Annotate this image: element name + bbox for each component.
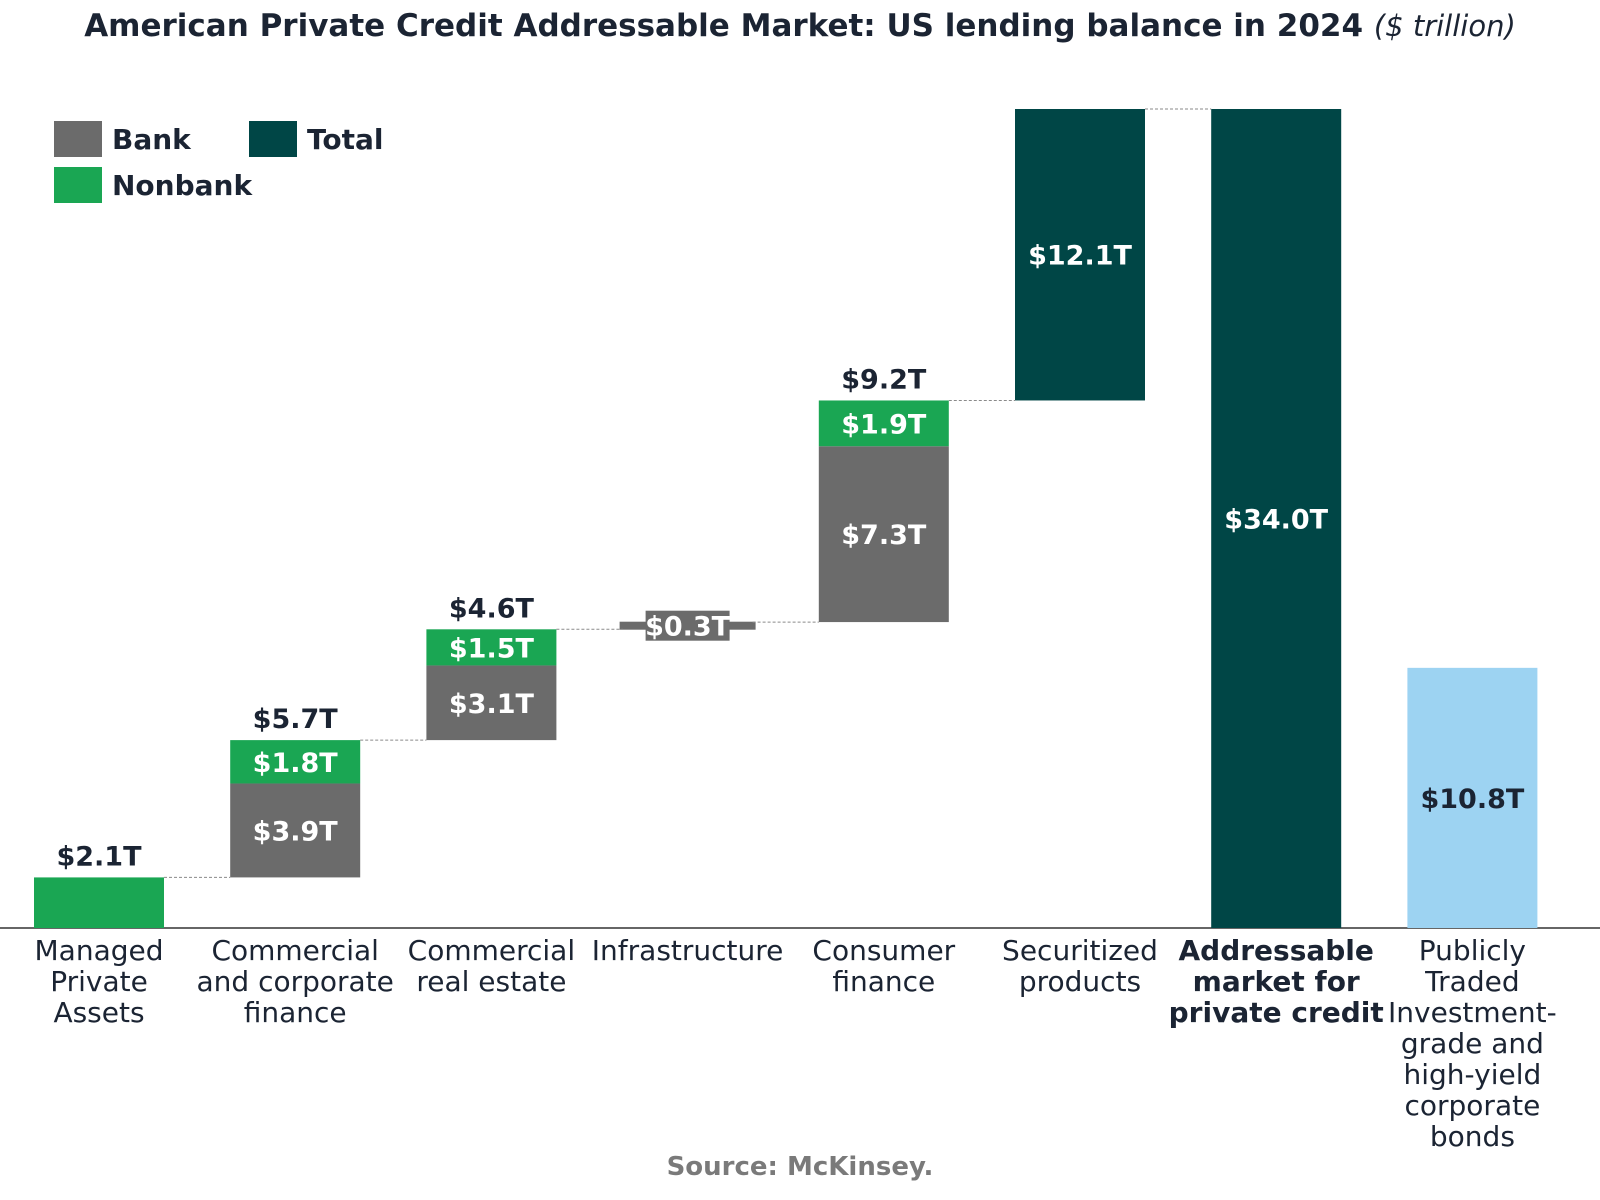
bar-segment-public [1407, 667, 1538, 928]
category-label: Managed [35, 934, 164, 967]
category-label: bonds [1430, 1120, 1515, 1153]
bar-segment-total [1211, 109, 1342, 928]
bar-segment-label: $7.3T [841, 520, 927, 551]
category-label: Assets [53, 996, 144, 1029]
legend-swatch-nonbank [54, 167, 102, 203]
bar-segment-label: $1.5T [449, 633, 535, 664]
bar-label-pill [645, 610, 730, 641]
legend-item-total: Total [249, 121, 384, 157]
legend-label-total: Total [307, 122, 384, 156]
category-label: Commercial [408, 934, 575, 967]
category-label: Commercial [211, 934, 378, 967]
bar-segment-bank [818, 446, 949, 623]
bar-segment-label: $0.3T [645, 612, 731, 643]
bar-segment-nonbank [230, 740, 361, 784]
legend-label-nonbank: Nonbank [112, 168, 253, 202]
bar-total-label: $4.6T [449, 593, 535, 624]
category-label: Consumer [812, 934, 955, 967]
category-label: and corporate [196, 965, 393, 998]
category-label: Traded [1424, 965, 1519, 998]
category-label: Private [50, 965, 148, 998]
bar-total-label: $5.7T [253, 704, 339, 735]
category-label: high-yield [1404, 1058, 1542, 1091]
bar-total-label: $2.1T [56, 841, 142, 872]
source-note: Source: McKinsey. [666, 1152, 934, 1182]
bar-segment-nonbank [818, 400, 949, 447]
bar-segment-total [1015, 109, 1145, 401]
legend-swatch-total [249, 121, 297, 157]
chart-title: American Private Credit Addressable Mark… [0, 8, 1600, 44]
bar-segment-label: $34.0T [1224, 505, 1328, 536]
chart-title-text: American Private Credit Addressable Mark… [84, 8, 1364, 44]
category-label: Securitized [1002, 934, 1158, 967]
category-label: Addressable [1178, 934, 1373, 967]
bar-segment-label: $3.9T [253, 816, 339, 847]
bar-segment-label: $1.9T [841, 409, 927, 440]
category-label: grade and [1401, 1027, 1544, 1060]
category-label: private credit [1169, 996, 1384, 1029]
category-label: finance [244, 996, 347, 1029]
category-label: Infrastructure [592, 934, 784, 967]
category-label: real estate [416, 965, 566, 998]
bar-segment-nonbank [426, 629, 557, 666]
bar-total-label: $9.2T [841, 364, 927, 395]
bar-segment-bank [230, 783, 361, 878]
legend-item-nonbank: Nonbank [54, 167, 252, 203]
category-label: Publicly [1419, 934, 1526, 967]
bar-segment-bank [426, 665, 557, 741]
bar-segment-label: $12.1T [1028, 241, 1132, 272]
category-label: finance [832, 965, 935, 998]
bar-segment-label: $10.8T [1420, 784, 1524, 815]
chart-title-unit: ($ trillion) [1373, 9, 1516, 43]
category-label: corporate [1404, 1089, 1540, 1122]
category-label: Investment- [1388, 996, 1557, 1029]
bar-segment-label: $1.8T [253, 748, 339, 779]
legend-item-bank: Bank [54, 121, 191, 157]
legend-label-bank: Bank [112, 122, 191, 156]
legend-swatch-bank [54, 121, 102, 157]
bar-segment-nonbank [34, 877, 164, 928]
category-label: products [1019, 965, 1141, 998]
bar-segment-label: $3.1T [449, 689, 535, 720]
category-label: market for [1193, 965, 1360, 998]
